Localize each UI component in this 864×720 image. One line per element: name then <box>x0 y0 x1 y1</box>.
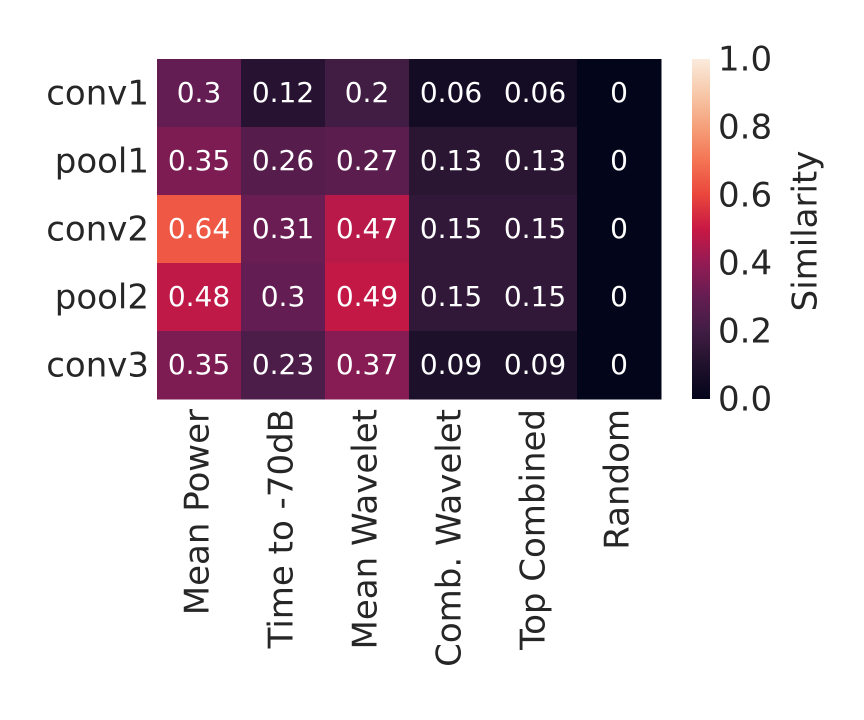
cell-value-label: 0.35 <box>168 144 230 177</box>
row-tick-label: conv1 <box>46 74 149 114</box>
row-tick-label: conv2 <box>46 210 149 250</box>
heatmap-cell <box>409 59 494 128</box>
heatmap-cell <box>409 263 494 332</box>
row-tick-label: conv3 <box>46 346 149 386</box>
heatmap-cell <box>493 127 578 196</box>
cell-value-label: 0 <box>610 76 628 109</box>
colorbar-tick-label: 0.6 <box>718 176 772 216</box>
cell-value-label: 0.06 <box>504 76 566 109</box>
cell-value-label: 0 <box>610 144 628 177</box>
cell-value-label: 0 <box>610 212 628 245</box>
colorbar-tick-label: 0.2 <box>718 312 772 352</box>
heatmap-cell <box>577 263 662 332</box>
heatmap-cell <box>325 59 410 128</box>
heatmap-cell <box>493 331 578 400</box>
heatmap-cell <box>241 195 326 264</box>
heatmap-cell <box>493 195 578 264</box>
colorbar-tick-label: 0.8 <box>718 108 772 148</box>
cell-value-label: 0.13 <box>504 144 566 177</box>
heatmap-cell <box>241 331 326 400</box>
colorbar-tick-label: 0.4 <box>718 244 772 284</box>
cell-value-label: 0.27 <box>336 144 398 177</box>
cell-value-label: 0.15 <box>504 212 566 245</box>
column-tick-label: Time to -70dB <box>262 409 302 649</box>
cell-value-label: 0.09 <box>420 348 482 381</box>
cell-value-label: 0.3 <box>261 280 306 313</box>
cell-value-label: 0.09 <box>504 348 566 381</box>
cell-value-label: 0.49 <box>336 280 398 313</box>
heatmap-cell <box>325 127 410 196</box>
cell-value-label: 0.31 <box>252 212 314 245</box>
cell-value-label: 0 <box>610 348 628 381</box>
heatmap-cell <box>577 331 662 400</box>
cell-value-label: 0.15 <box>504 280 566 313</box>
heatmap-cell <box>409 195 494 264</box>
column-tick-label: Top Combined <box>514 409 554 651</box>
column-tick-label: Mean Wavelet <box>346 409 386 649</box>
colorbar-gradient <box>692 59 710 399</box>
cell-value-label: 0.37 <box>336 348 398 381</box>
column-tick-label: Random <box>598 409 638 550</box>
column-tick-labels: Mean Power Time to -70dB Mean Wavelet Comb.… <box>178 409 638 667</box>
cell-value-label: 0.15 <box>420 212 482 245</box>
column-tick-label: Mean Power <box>178 409 218 615</box>
cell-value-label: 0.06 <box>420 76 482 109</box>
heatmap-cell <box>577 127 662 196</box>
cell-value-label: 0 <box>610 280 628 313</box>
heatmap-cell <box>157 195 242 264</box>
column-tick-label: Comb. Wavelet <box>430 409 470 667</box>
cell-value-label: 0.2 <box>345 76 390 109</box>
heatmap-cell <box>157 331 242 400</box>
cell-value-label: 0.48 <box>168 280 230 313</box>
cell-value-label: 0.26 <box>252 144 314 177</box>
colorbar-tick-label: 0.0 <box>718 380 772 420</box>
heatmap-cell <box>157 127 242 196</box>
colorbar-label: Similarity <box>786 151 826 312</box>
heatmap-cell <box>157 263 242 332</box>
row-tick-label: pool2 <box>55 278 149 318</box>
cell-value-label: 0.64 <box>168 212 230 245</box>
cell-value-label: 0.15 <box>420 280 482 313</box>
heatmap-cell <box>493 59 578 128</box>
heatmap-cell <box>241 127 326 196</box>
row-tick-labels: conv1 pool1 conv2 pool2 conv3 <box>46 74 149 386</box>
heatmap-cells: 0.3 0.12 0.2 0.06 0.06 0 0.35 0.26 0.27 0.13 0.13 0… <box>157 59 662 400</box>
row-tick-label: pool1 <box>55 142 149 182</box>
colorbar-tick-label: 1.0 <box>718 40 772 80</box>
heatmap-cell <box>157 59 242 128</box>
cell-value-label: 0.13 <box>420 144 482 177</box>
heatmap-cell <box>325 263 410 332</box>
heatmap-cell <box>409 331 494 400</box>
cell-value-label: 0.35 <box>168 348 230 381</box>
heatmap-cell <box>409 127 494 196</box>
heatmap-cell <box>241 263 326 332</box>
heatmap-cell <box>577 195 662 264</box>
cell-value-label: 0.23 <box>252 348 314 381</box>
heatmap-cell <box>577 59 662 128</box>
cell-value-label: 0.12 <box>252 76 314 109</box>
heatmap-cell <box>493 263 578 332</box>
heatmap-cell <box>241 59 326 128</box>
colorbar: 0.0 0.2 0.4 0.6 0.8 1.0 <box>692 40 772 420</box>
heatmap-cell <box>325 195 410 264</box>
cell-value-label: 0.47 <box>336 212 398 245</box>
heatmap-cell <box>325 331 410 400</box>
cell-value-label: 0.3 <box>177 76 222 109</box>
